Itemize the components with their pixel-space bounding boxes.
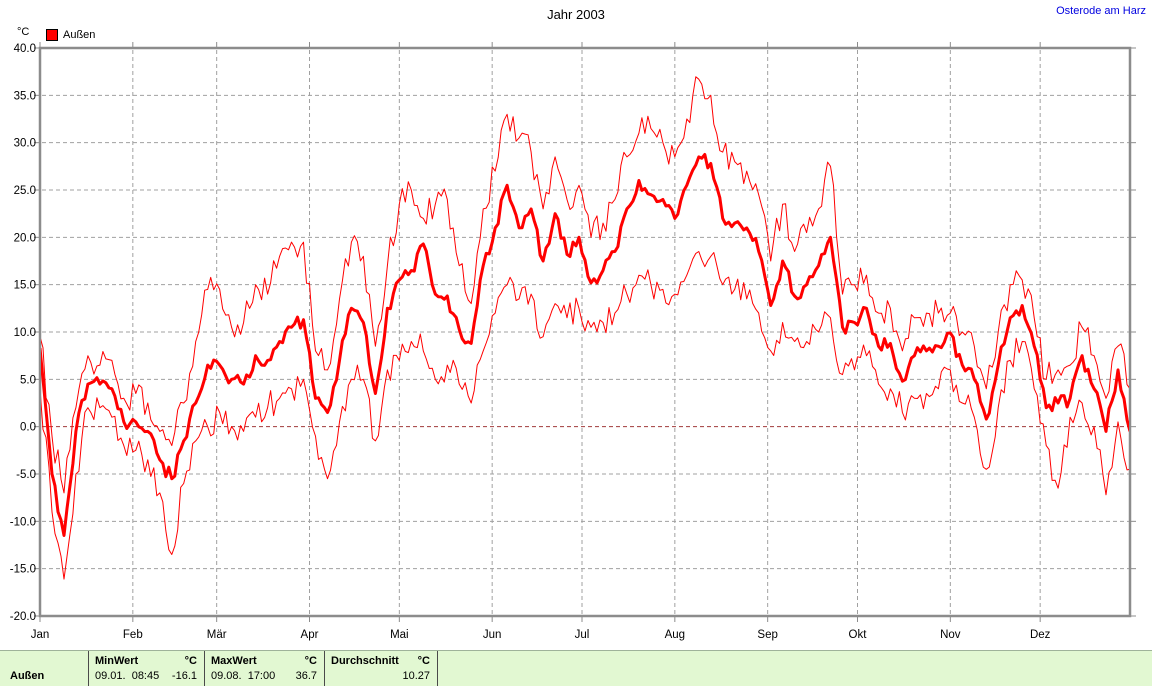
status-series-label: Außen <box>10 670 45 682</box>
maxwert-label: MaxWert <box>211 655 257 667</box>
maxwert-value: 36.7 <box>295 670 317 682</box>
maxwert-datetime: 09.08. 17:00 <box>211 670 276 682</box>
plot-area[interactable] <box>40 48 1130 616</box>
series-mean-line <box>41 153 1129 537</box>
x-axis-label: Jun <box>483 629 502 641</box>
legend: Außen <box>46 29 95 41</box>
x-axis-label: Sep <box>757 629 777 641</box>
y-axis-label: -10.0 <box>10 516 36 528</box>
minwert-value: -16.1 <box>171 670 197 682</box>
y-axis-label: 30.0 <box>14 138 36 150</box>
x-axis-label: Apr <box>301 629 319 641</box>
status-bar: Außen MinWert °C 09.01. 08:45 -16.1 MaxW… <box>0 650 1152 686</box>
durchschnitt-unit: °C <box>417 655 430 667</box>
legend-swatch <box>46 29 58 41</box>
durchschnitt-label: Durchschnitt <box>331 655 399 667</box>
legend-label: Außen <box>63 29 96 41</box>
x-axis-label: Feb <box>123 629 143 641</box>
maxwert-unit: °C <box>304 655 317 667</box>
y-axis-unit-label: °C <box>17 26 30 38</box>
series-max-line <box>41 76 1129 494</box>
minwert-label: MinWert <box>95 655 139 667</box>
series-min-line <box>41 251 1129 580</box>
x-axis-label: Dez <box>1030 629 1051 641</box>
page-title: Jahr 2003 <box>547 7 605 22</box>
temperature-chart: 40.0 35.0 30.0 25.0 20.0 15.0 10.0 5.0 0.0 -5.0 -1… <box>10 42 1136 641</box>
minwert-datetime: 09.01. 08:45 <box>95 670 160 682</box>
y-axis-label: -5.0 <box>16 469 36 481</box>
y-axis-label: -20.0 <box>10 611 36 623</box>
x-axis-label: Jul <box>575 629 590 641</box>
minwert-cell: MinWert °C 09.01. 08:45 -16.1 <box>89 651 204 686</box>
y-axis-label: 25.0 <box>14 185 36 197</box>
y-axis-label: 5.0 <box>20 374 36 386</box>
x-axis-label: Nov <box>940 629 961 641</box>
y-axis-label: 10.0 <box>14 327 36 339</box>
y-axis-label: 35.0 <box>14 90 36 102</box>
x-axis-label: Mär <box>207 629 227 641</box>
station-link[interactable]: Osterode am Harz <box>1056 5 1146 17</box>
plot-border <box>38 46 1132 618</box>
durchschnitt-value: 10.27 <box>402 670 430 682</box>
x-axis-label: Aug <box>665 629 685 641</box>
durchschnitt-cell: Durchschnitt °C 10.27 <box>325 651 437 686</box>
y-axis-label: 0.0 <box>20 422 36 434</box>
y-axis-label: 20.0 <box>14 232 36 244</box>
statusbar-divider <box>437 651 438 686</box>
statusbar-divider <box>324 651 325 686</box>
maxwert-cell: MaxWert °C 09.08. 17:00 36.7 <box>205 651 324 686</box>
statusbar-divider <box>204 651 205 686</box>
y-axis-label: 15.0 <box>14 280 36 292</box>
minwert-unit: °C <box>184 655 197 667</box>
y-axis-label: -15.0 <box>10 564 36 576</box>
y-axis-label: 40.0 <box>14 43 36 55</box>
statusbar-divider <box>88 651 89 686</box>
x-axis-label: Mai <box>390 629 409 641</box>
status-series-cell: Außen <box>0 651 88 686</box>
x-axis-label: Okt <box>849 629 868 641</box>
x-axis-label: Jan <box>31 629 50 641</box>
